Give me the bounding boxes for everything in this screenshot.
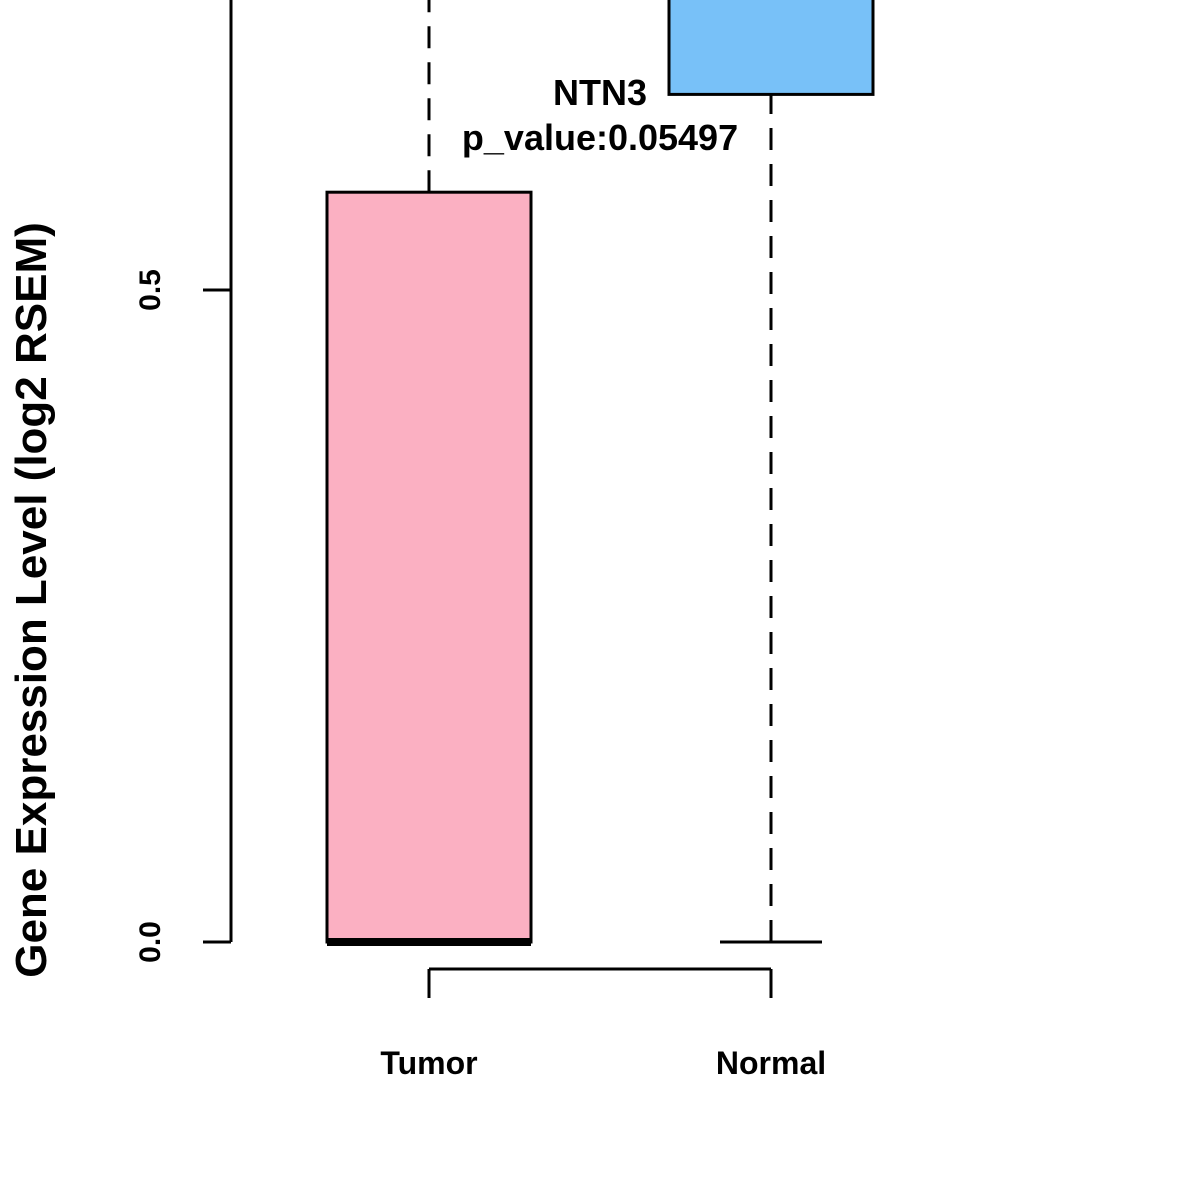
box-normal: [667, 0, 875, 944]
y-tick-label: 0.0: [134, 921, 167, 963]
chart-title: NTN3: [553, 72, 647, 113]
y-tick-label: 0.5: [134, 269, 167, 311]
box-rect: [667, 0, 875, 96]
x-tick-label-tumor: Tumor: [380, 1045, 477, 1081]
box-tumor: [325, 0, 533, 946]
chart-subtitle: p_value:0.05497: [462, 117, 738, 158]
x-axis: Tumor Normal: [380, 967, 826, 1081]
y-axis: 0.00.51.01.5: [134, 0, 233, 963]
y-axis-label: Gene Expression Level (log2 RSEM): [7, 222, 56, 978]
box-rect: [325, 190, 533, 944]
boxes: [325, 0, 875, 946]
x-tick-label-normal: Normal: [716, 1045, 826, 1081]
